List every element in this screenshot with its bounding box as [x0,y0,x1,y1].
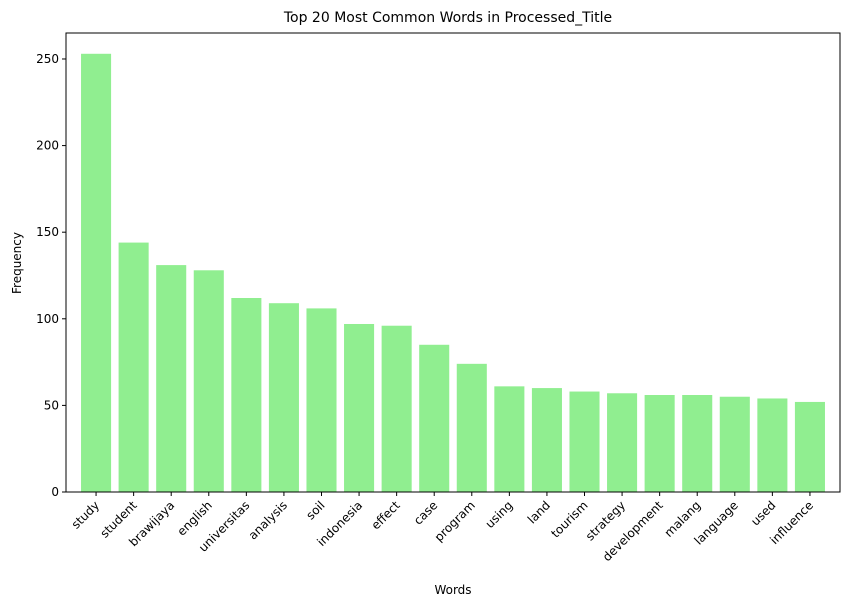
bar-strategy [607,393,638,492]
y-tick-label: 250 [36,52,59,66]
y-tick-label: 200 [36,139,59,153]
x-tick-label: study [69,498,102,531]
bar-case [419,344,450,492]
x-tick-label: analysis [246,498,290,542]
bar-land [531,388,562,492]
x-tick-label: soil [303,498,327,522]
bar-brawijaya [156,265,187,492]
bar-effect [381,325,412,492]
bar-malang [682,395,713,492]
y-tick-label: 100 [36,312,59,326]
bars-group [81,53,825,492]
y-tick-label: 150 [36,225,59,239]
y-axis-label: Frequency [10,232,24,294]
x-tick-label: using [483,498,516,531]
bar-language [719,396,750,492]
x-ticks-group: studystudentbrawijayaenglishuniversitasa… [69,492,816,564]
bar-used [757,398,788,492]
bar-using [494,386,525,492]
x-tick-label: program [432,498,478,544]
y-tick-label: 0 [51,485,59,499]
bar-universitas [231,298,262,492]
bar-program [456,363,487,492]
y-ticks-group: 0 50 100 150 200 250 [36,52,66,499]
x-tick-label: effect [369,498,403,532]
x-axis-label: Words [434,583,471,597]
x-tick-label: case [411,498,440,527]
bar-tourism [569,391,600,492]
bar-indonesia [344,323,375,492]
plot-frame [65,32,841,493]
bar-analysis [268,303,299,492]
bar-soil [306,308,337,492]
bar-english [193,270,224,492]
chart-title: Top 20 Most Common Words in Processed_Ti… [283,10,612,26]
bar-influence [794,401,825,492]
x-tick-label: land [525,498,553,526]
bar-study [81,53,112,492]
x-tick-label: used [748,498,778,528]
bar-development [644,395,675,492]
bar-student [118,242,149,492]
y-tick-label: 50 [44,398,59,412]
